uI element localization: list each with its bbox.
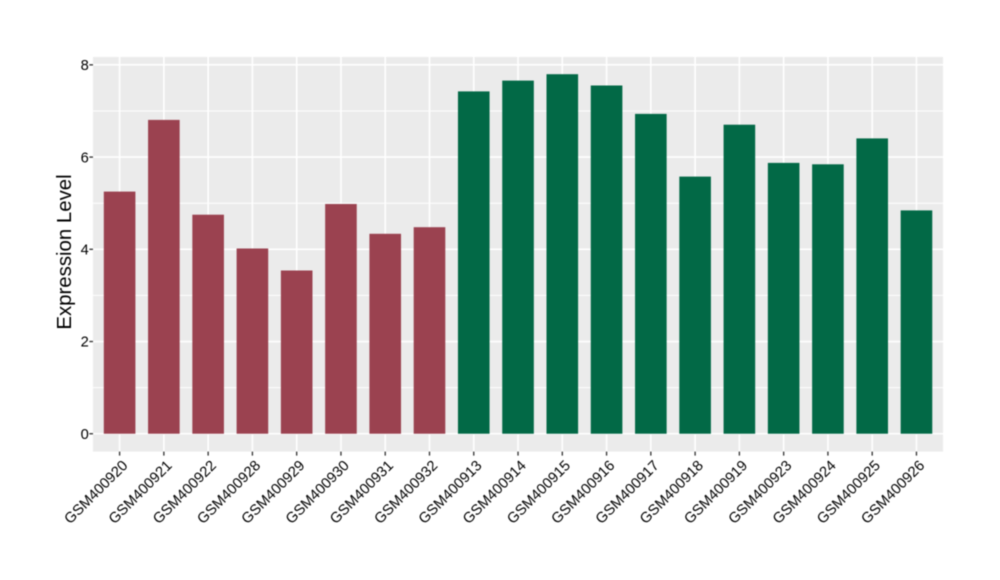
svg-text:8: 8 (81, 58, 89, 74)
svg-text:Expression Level: Expression Level (54, 174, 76, 329)
svg-text:4: 4 (81, 243, 89, 259)
svg-text:6: 6 (81, 150, 89, 166)
svg-text:2: 2 (81, 335, 89, 351)
svg-text:0: 0 (81, 427, 89, 443)
